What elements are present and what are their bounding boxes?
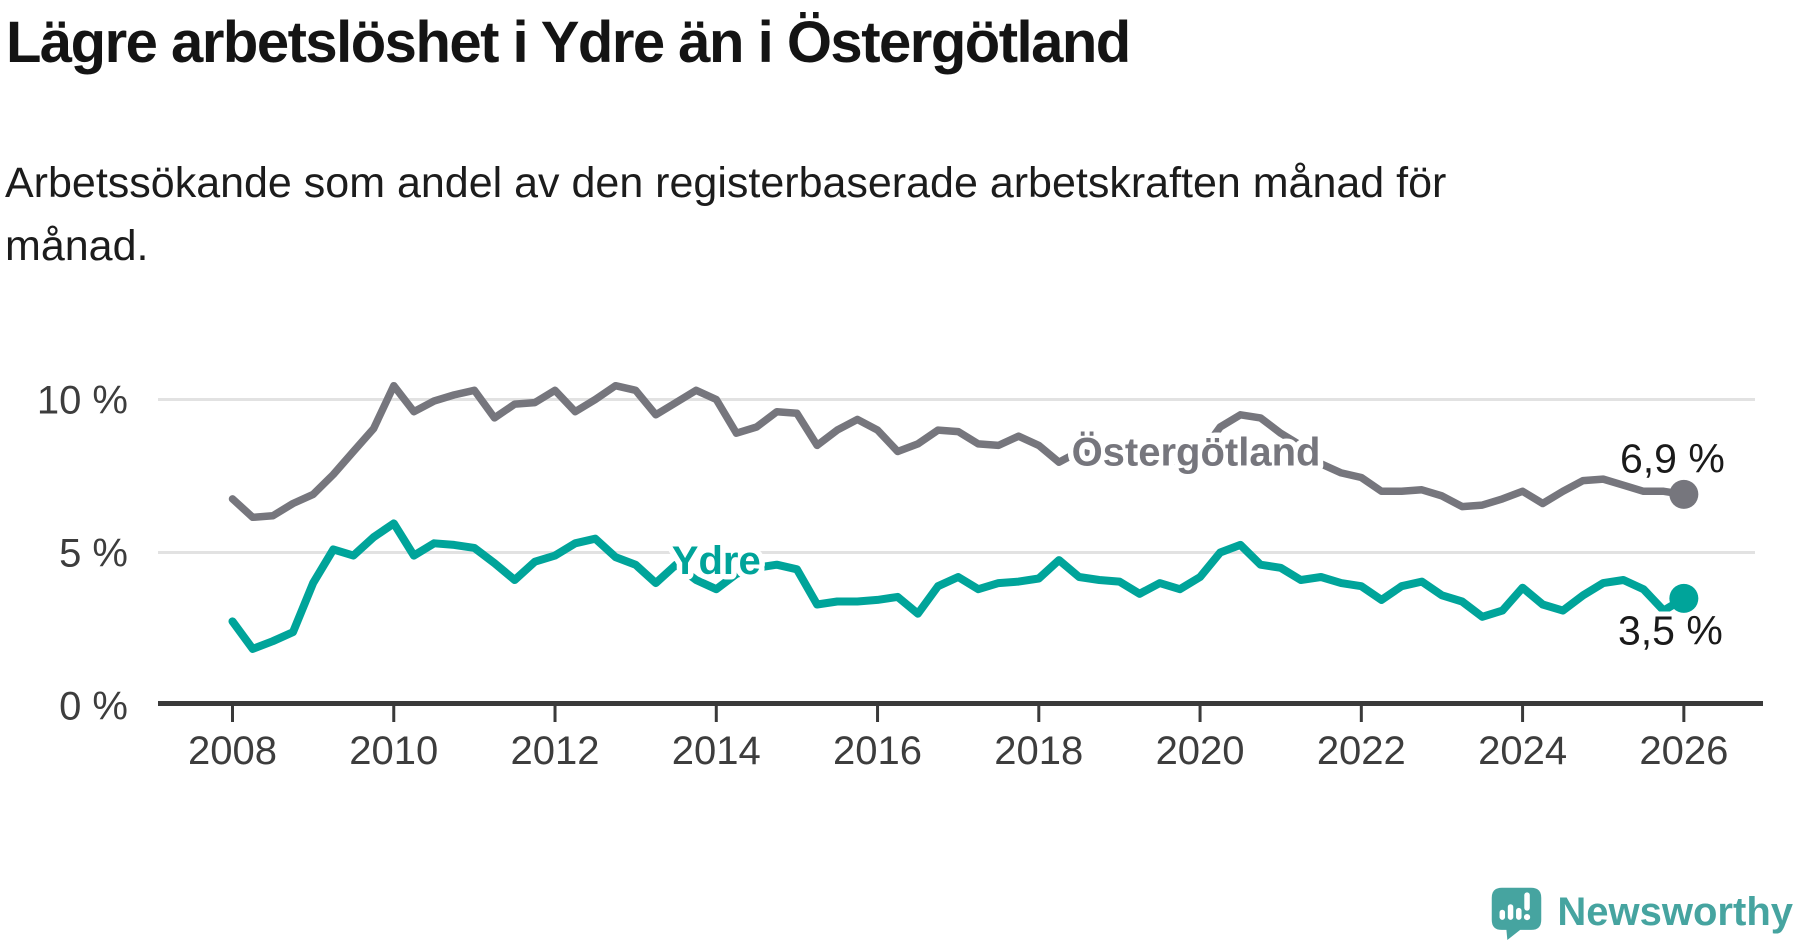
newsworthy-brand-name: Newsworthy [1557, 890, 1793, 934]
series-end-dot-ostergotland [1669, 479, 1699, 509]
x-tick-label-2014: 2014 [672, 729, 761, 773]
y-tick-label-10: 10 % [37, 379, 128, 423]
chart-title: Lägre arbetslöshet i Ydre än i Östergötl… [6, 10, 1131, 75]
x-tick-label-2008: 2008 [188, 729, 277, 773]
x-tick-label-2010: 2010 [349, 729, 438, 773]
value-label-ostergotland: 6,9 % [1620, 435, 1725, 481]
logo-exclamation-dot [1524, 913, 1531, 921]
x-tick-label-2026: 2026 [1639, 729, 1728, 773]
logo-bar-3 [1516, 907, 1522, 920]
x-tick-label-2024: 2024 [1478, 729, 1567, 773]
y-tick-label-5: 5 % [59, 532, 128, 576]
logo-bar-2 [1508, 904, 1514, 920]
series-line-ostergotland [228, 381, 1688, 522]
x-tick-label-2016: 2016 [833, 729, 922, 773]
chart-subtitle: Arbetssökande som andel av den registerb… [5, 159, 1447, 270]
x-tick-label-2022: 2022 [1317, 729, 1406, 773]
series-label-ostergotland: Östergötland [1072, 430, 1321, 475]
y-tick-label-0: 0 % [59, 685, 128, 729]
logo-bar-1 [1499, 909, 1506, 920]
series-line-ydre [228, 519, 1688, 653]
logo-exclamation-bar [1524, 892, 1531, 911]
series-end-dot-ydre [1669, 583, 1699, 613]
newsworthy-logo-icon [1492, 887, 1542, 940]
x-tick-label-2012: 2012 [511, 729, 600, 773]
series-label-ydre: Ydre [672, 539, 761, 583]
newsworthy-logo: Newsworthy [1489, 885, 1793, 940]
x-tick-label-2020: 2020 [1156, 729, 1245, 773]
value-label-ydre: 3,5 % [1618, 607, 1723, 653]
x-tick-label-2018: 2018 [994, 729, 1083, 773]
